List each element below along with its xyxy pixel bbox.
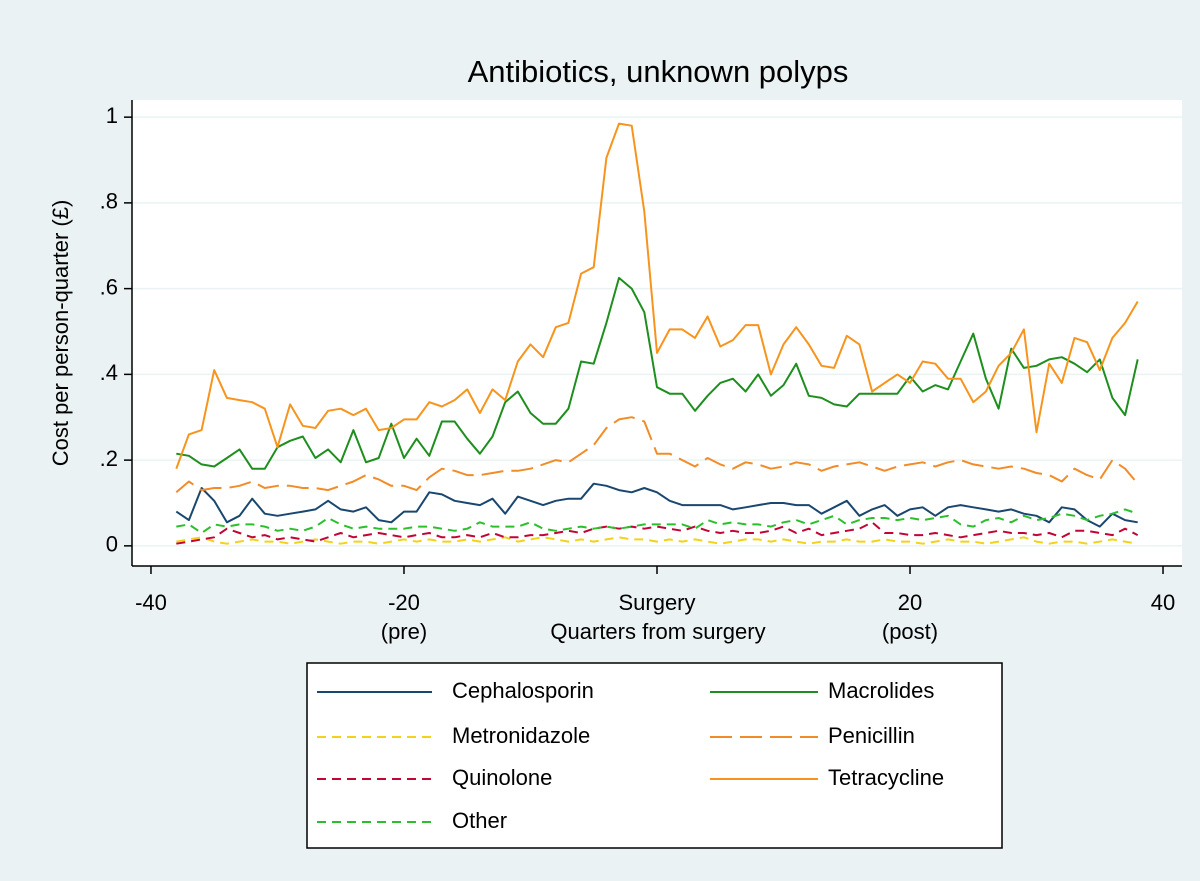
series-line [176, 508, 1139, 534]
legend-label: Penicillin [828, 723, 915, 748]
series-line [175, 482, 1138, 528]
legend-label: Macrolides [828, 678, 934, 703]
legend-label: Quinolone [452, 765, 552, 790]
x-tick-label: -40 [135, 590, 167, 615]
legend-label: Tetracycline [828, 765, 944, 790]
legend-box [306, 662, 1003, 849]
series-line [175, 122, 1139, 470]
y-tick-label: .6 [100, 274, 118, 299]
x-tick-sublabel: (post) [882, 619, 938, 644]
x-tick-sublabel: (pre) [381, 619, 427, 644]
series-line [176, 521, 1139, 545]
y-tick-label: 1 [106, 103, 118, 128]
x-tick-label: 20 [898, 590, 922, 615]
y-tick-label: .8 [100, 189, 118, 214]
legend-label: Cephalosporin [452, 678, 594, 703]
x-tick-label: Surgery [618, 590, 695, 615]
x-tick-label: 40 [1151, 590, 1175, 615]
y-tick-label: .2 [100, 446, 118, 471]
series-line [176, 536, 1138, 545]
series-line [176, 276, 1139, 470]
x-axis-label: Quarters from surgery [550, 619, 765, 644]
y-tick-label: .4 [100, 360, 118, 385]
x-tick-label: -20 [388, 590, 420, 615]
y-axis-label: Cost per person-quarter (£) [48, 200, 73, 467]
y-tick-label: 0 [106, 532, 118, 557]
chart-title: Antibiotics, unknown polyps [468, 54, 849, 89]
legend-label: Other [452, 808, 507, 833]
series-line [175, 416, 1139, 494]
legend-label: Metronidazole [452, 723, 590, 748]
